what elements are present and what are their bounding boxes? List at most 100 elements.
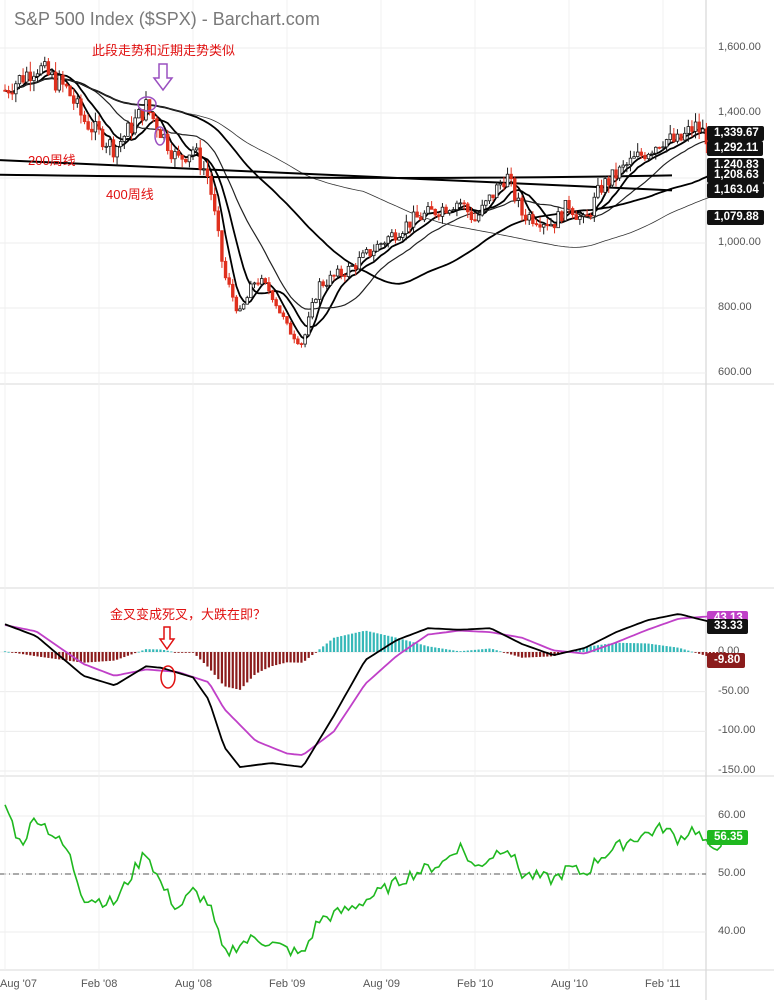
macd-histogram-bar — [365, 630, 368, 652]
macd-histogram-bar — [235, 652, 238, 690]
macd-histogram-bar — [466, 650, 469, 652]
macd-histogram-bar — [463, 650, 466, 652]
macd-histogram-bar — [224, 652, 227, 687]
price-candle-body — [194, 147, 199, 151]
price-candle-body — [628, 157, 633, 166]
price-candle-body — [509, 173, 513, 180]
rsi-value-tag: 56.35 — [707, 830, 748, 846]
time-axis-tick: Feb '10 — [457, 978, 494, 990]
macd-histogram-bar — [379, 634, 383, 652]
price-candle-body — [220, 230, 224, 262]
macd-histogram-bar — [535, 652, 538, 658]
price-candle-body — [596, 184, 600, 198]
macd-histogram-bar — [622, 642, 625, 652]
macd-histogram-bar — [665, 646, 668, 652]
macd-histogram-bar — [434, 647, 437, 652]
price-candle-body — [71, 95, 76, 104]
price-candle-body — [46, 61, 51, 75]
price-candle-body — [314, 298, 318, 303]
price-candle-body — [570, 208, 575, 216]
macd-histogram-bar — [191, 652, 195, 653]
price-candle-body — [231, 283, 235, 298]
price-candle-body — [675, 133, 680, 142]
macd-histogram-bar — [426, 646, 430, 652]
price-candle-body — [491, 194, 495, 199]
price-candle-body — [79, 98, 83, 116]
macd-histogram-bar — [387, 635, 390, 652]
price-candle-body — [614, 169, 618, 179]
price-candle-body — [212, 194, 217, 212]
price-candle-body — [133, 117, 137, 134]
macd-histogram-bar — [582, 647, 585, 652]
price-candle-body — [473, 219, 477, 222]
price-candle-body — [400, 233, 405, 238]
price-candle-body — [397, 237, 401, 241]
macd-histogram-bar — [217, 652, 220, 680]
price-candle-body — [682, 132, 687, 141]
macd-histogram-bar — [18, 652, 21, 654]
macd-histogram-bar — [694, 652, 697, 653]
macd-histogram-bar — [11, 652, 14, 653]
price-candle-body — [176, 151, 181, 156]
macd-histogram-bar — [126, 652, 130, 656]
price-value-tag: 1,339.67 — [707, 125, 764, 141]
macd-histogram-bar — [7, 651, 10, 653]
price-value-tag: 1,208.63 — [707, 168, 764, 184]
macd-histogram-bar — [271, 652, 274, 666]
macd-histogram-bar — [383, 634, 386, 652]
macd-histogram-bar — [470, 650, 473, 652]
price-candle-body — [386, 236, 390, 244]
macd-histogram-bar — [423, 645, 426, 652]
macd-histogram-bar — [705, 652, 708, 656]
price-candle-body — [690, 126, 694, 132]
macd-histogram-bar — [578, 648, 581, 652]
price-candle-body — [249, 283, 253, 299]
macd-histogram-bar — [354, 632, 357, 652]
macd-value-tag: 33.33 — [707, 618, 748, 634]
price-candle-body — [187, 154, 192, 163]
macd-histogram-bar — [325, 643, 328, 652]
price-candle-body — [144, 99, 148, 121]
macd-histogram-bar — [87, 652, 90, 663]
price-value-tag: 1,163.04 — [707, 183, 764, 198]
price-candle-body — [346, 265, 351, 277]
price-candle-body — [75, 98, 80, 104]
price-candle-body — [654, 146, 658, 154]
macd-histogram-bar — [285, 652, 289, 663]
macd-histogram-bar — [148, 649, 151, 652]
price-candle-body — [281, 312, 286, 317]
price-candle-body — [592, 196, 597, 217]
price-candle-body — [538, 224, 542, 228]
macd-histogram-bar — [307, 652, 310, 658]
macd-histogram-bar — [199, 652, 202, 660]
price-candle-body — [202, 168, 206, 171]
price-axis-tick: 1,600.00 — [718, 41, 761, 53]
macd-histogram-bar — [209, 652, 213, 671]
price-candle-body — [368, 249, 372, 257]
price-candle-body — [552, 223, 557, 229]
macd-histogram-bar — [170, 651, 173, 653]
price-candle-body — [516, 197, 521, 201]
price-candle-body — [126, 122, 130, 137]
macd-histogram-bar — [314, 652, 318, 653]
annotation-ma400: 400周线 — [106, 187, 154, 202]
macd-histogram-bar — [105, 652, 108, 662]
price-candle-body — [447, 210, 452, 214]
price-candle-body — [415, 211, 419, 218]
macd-histogram-bar — [376, 633, 379, 652]
macd-histogram-bar — [484, 648, 487, 652]
macd-histogram-bar — [412, 642, 415, 652]
price-candle-body — [531, 214, 535, 224]
macd-histogram-bar — [669, 646, 672, 652]
macd-histogram-bar — [47, 652, 50, 658]
price-candle-body — [216, 210, 221, 232]
price-candle-body — [104, 145, 108, 148]
macd-histogram-bar — [65, 652, 68, 661]
ma200-line — [0, 159, 673, 192]
moving-average-line — [4, 77, 725, 248]
macd-histogram-bar — [614, 642, 618, 652]
macd-histogram-bar — [542, 652, 545, 657]
macd-histogram-bar — [416, 643, 419, 652]
time-axis-tick: Aug '08 — [175, 978, 212, 990]
price-candle-body — [198, 147, 202, 170]
